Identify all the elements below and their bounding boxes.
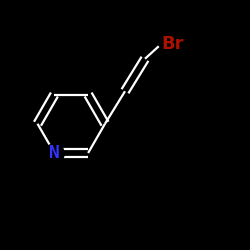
Text: Br: Br <box>161 35 184 53</box>
Text: N: N <box>49 144 60 162</box>
